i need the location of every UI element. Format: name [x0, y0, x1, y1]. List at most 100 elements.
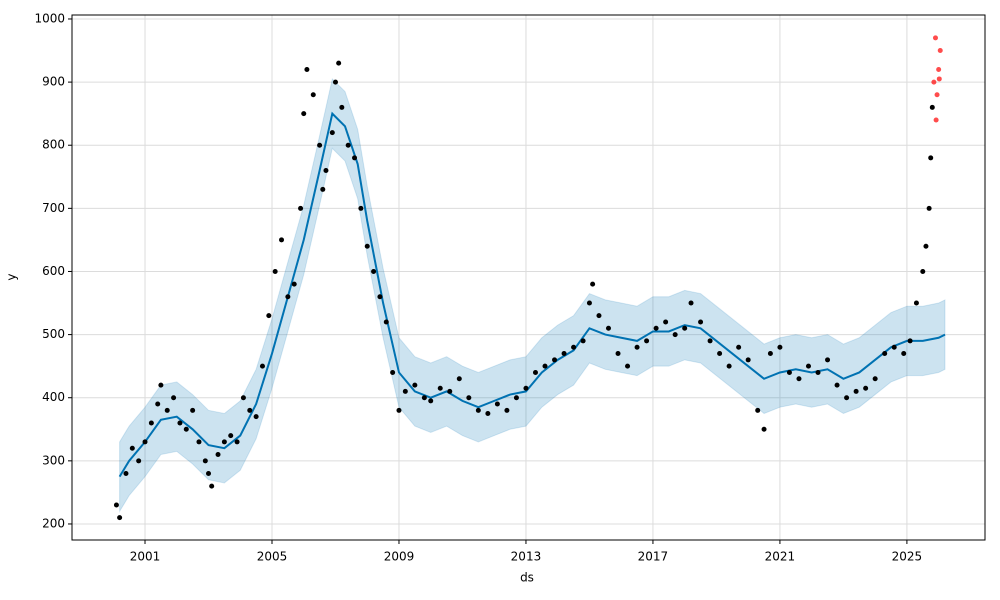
data-point — [682, 325, 688, 331]
data-point — [872, 376, 878, 382]
data-point — [196, 439, 202, 445]
data-point — [336, 60, 342, 66]
data-point — [177, 420, 183, 426]
data-point — [285, 294, 291, 300]
data-point — [209, 483, 215, 489]
y-tick-label: 200 — [42, 516, 65, 530]
data-point — [383, 319, 389, 325]
data-point — [504, 407, 510, 413]
data-point — [304, 66, 310, 72]
data-point — [834, 382, 840, 388]
data-point — [117, 515, 123, 521]
uncertainty-band — [119, 77, 946, 514]
x-tick-label: 2001 — [130, 550, 161, 564]
data-point — [437, 385, 443, 391]
data-point — [396, 407, 402, 413]
y-tick-label: 900 — [42, 75, 65, 89]
y-tick-label: 400 — [42, 390, 65, 404]
data-point — [552, 357, 558, 363]
data-point — [707, 338, 713, 344]
data-point — [615, 351, 621, 357]
data-point — [155, 401, 161, 407]
data-point — [421, 395, 427, 401]
data-point — [402, 388, 408, 394]
data-point — [605, 325, 611, 331]
data-point — [215, 452, 221, 458]
data-point — [323, 167, 329, 173]
data-point — [625, 363, 631, 369]
data-point — [767, 351, 773, 357]
x-tick-label: 2013 — [511, 550, 542, 564]
data-point — [663, 319, 669, 325]
data-point — [853, 388, 859, 394]
data-point — [726, 363, 732, 369]
data-point — [932, 35, 938, 41]
data-point — [494, 401, 500, 407]
data-point — [123, 470, 129, 476]
data-point — [129, 445, 135, 451]
data-point — [907, 338, 913, 344]
y-tick-label: 700 — [42, 201, 65, 215]
x-tick-label: 2021 — [765, 550, 796, 564]
data-point — [644, 338, 650, 344]
data-point — [190, 407, 196, 413]
data-point — [672, 332, 678, 338]
data-point — [923, 243, 929, 249]
data-point — [183, 426, 189, 432]
data-point — [736, 344, 742, 350]
data-point — [428, 398, 434, 404]
data-point — [901, 351, 907, 357]
data-point — [786, 369, 792, 375]
data-point — [532, 369, 538, 375]
data-point — [279, 237, 285, 243]
data-point — [755, 407, 761, 413]
x-tick-label: 2017 — [638, 550, 669, 564]
x-axis-label: ds — [520, 571, 534, 585]
data-point — [796, 376, 802, 382]
data-point — [272, 268, 278, 274]
data-point — [586, 300, 592, 306]
data-point — [364, 243, 370, 249]
data-point — [253, 414, 259, 420]
data-point — [485, 411, 491, 417]
data-point — [777, 344, 783, 350]
data-point — [358, 205, 364, 211]
data-point — [317, 142, 323, 148]
y-axis-label: y — [5, 273, 19, 280]
data-point — [234, 439, 240, 445]
data-point — [266, 313, 272, 319]
data-point — [863, 385, 869, 391]
data-point — [571, 344, 577, 350]
data-point — [882, 351, 888, 357]
y-tick-label: 1000 — [34, 11, 65, 25]
data-point — [164, 407, 170, 413]
data-point — [320, 186, 326, 192]
data-point — [761, 426, 767, 432]
data-point — [580, 338, 586, 344]
data-point — [523, 385, 529, 391]
data-point — [390, 369, 396, 375]
data-point — [936, 76, 942, 82]
data-point — [329, 130, 335, 136]
data-point — [136, 458, 142, 464]
plot-frame — [71, 14, 986, 541]
data-point — [926, 205, 932, 211]
data-point — [542, 363, 548, 369]
data-point — [301, 111, 307, 117]
data-point — [937, 48, 943, 54]
x-tick-label: 2009 — [384, 550, 415, 564]
data-point — [259, 363, 265, 369]
data-point — [158, 382, 164, 388]
data-point — [698, 319, 704, 325]
data-point — [148, 420, 154, 426]
data-point — [228, 433, 234, 439]
y-tick-label: 600 — [42, 264, 65, 278]
data-point — [171, 395, 177, 401]
data-point — [291, 281, 297, 287]
data-point — [113, 502, 119, 508]
data-point — [596, 313, 602, 319]
y-tick-label: 800 — [42, 138, 65, 152]
data-point — [653, 325, 659, 331]
data-point — [247, 407, 253, 413]
data-point — [844, 395, 850, 401]
